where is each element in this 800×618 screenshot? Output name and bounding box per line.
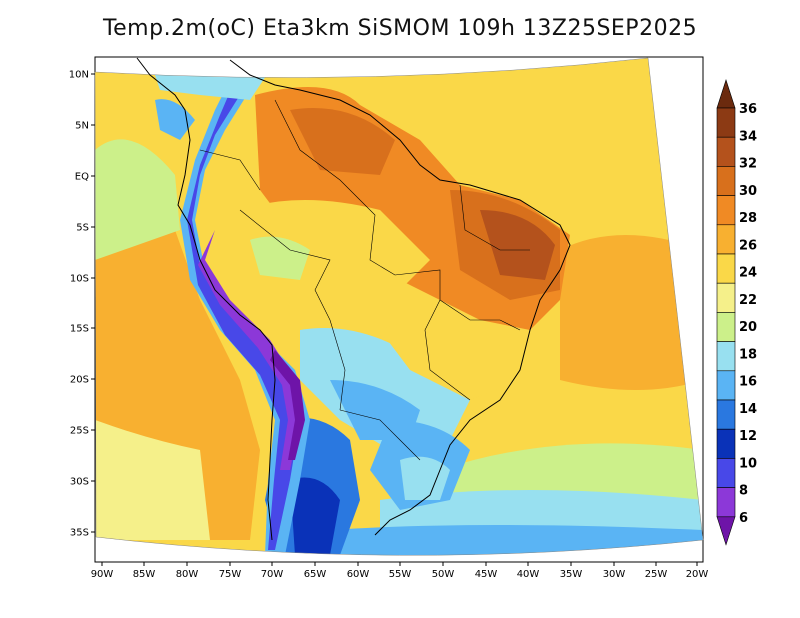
- x-tick-label: 65W: [304, 569, 327, 580]
- colorbar-segment: [716, 341, 736, 372]
- x-axis: 90W 85W 80W 75W 70W 65W 60W 55W 50W 45W …: [91, 562, 709, 580]
- y-tick-label: 10N: [69, 70, 89, 81]
- colorbar: 36 34 32 30 28 26 24 22 20 18 16 14 12 10 8 6: [716, 79, 757, 546]
- y-tick-label: EQ: [75, 172, 89, 183]
- x-tick-label: 30W: [603, 569, 626, 580]
- colorbar-label: 16: [739, 375, 757, 390]
- y-tick-label: 35S: [70, 528, 89, 539]
- page-title: Temp.2m(oC) Eta3km SiSMOM 109h 13Z25SEP2…: [102, 16, 698, 41]
- x-tick-label: 75W: [219, 569, 242, 580]
- colorbar-label: 12: [739, 429, 757, 444]
- colorbar-label: 26: [739, 238, 757, 253]
- temperature-field: [95, 58, 703, 556]
- x-tick-label: 45W: [475, 569, 498, 580]
- colorbar-segment: [716, 487, 736, 518]
- y-tick-label: 20S: [70, 375, 89, 386]
- colorbar-segment: [716, 253, 736, 284]
- x-tick-label: 50W: [432, 569, 455, 580]
- colorbar-segment: [716, 224, 736, 255]
- colorbar-label: 32: [739, 157, 757, 172]
- x-tick-label: 80W: [176, 569, 199, 580]
- colorbar-segment: [716, 107, 736, 138]
- colorbar-label: 30: [739, 184, 757, 199]
- domain-outline: [94, 57, 704, 556]
- colorbar-segment: [716, 312, 736, 342]
- colorbar-segment: [716, 166, 736, 196]
- colorbar-bottom-arrow: [716, 516, 736, 546]
- colorbar-segment: [716, 399, 736, 430]
- x-tick-label: 25W: [645, 569, 668, 580]
- x-tick-label: 85W: [133, 569, 156, 580]
- colorbar-label: 14: [739, 402, 757, 417]
- colorbar-label: 6: [739, 511, 748, 526]
- y-tick-label: 25S: [70, 426, 89, 437]
- x-tick-label: 35W: [560, 569, 583, 580]
- x-tick-label: 40W: [517, 569, 540, 580]
- colorbar-label: 8: [739, 484, 748, 499]
- y-axis: 10N 5N EQ 5S 10S 15S 20S 25S 30S 35S: [69, 70, 95, 539]
- x-tick-label: 90W: [91, 569, 114, 580]
- y-tick-label: 30S: [70, 477, 89, 488]
- x-tick-label: 70W: [261, 569, 284, 580]
- colorbar-label: 24: [739, 266, 757, 281]
- colorbar-segment: [716, 458, 736, 488]
- y-tick-label: 5N: [75, 121, 89, 132]
- x-tick-label: 55W: [389, 569, 412, 580]
- colorbar-label: 36: [739, 102, 757, 117]
- colorbar-segment: [716, 428, 736, 459]
- colorbar-segment: [716, 136, 736, 167]
- y-tick-label: 10S: [70, 274, 89, 285]
- x-tick-label: 60W: [347, 569, 370, 580]
- colorbar-top-arrow: [716, 79, 736, 109]
- country-borders: [199, 99, 530, 461]
- colorbar-label: 34: [739, 129, 757, 144]
- colorbar-label: 18: [739, 347, 757, 362]
- colorbar-segment: [716, 282, 736, 313]
- y-tick-label: 15S: [70, 324, 89, 335]
- map-frame: [94, 56, 704, 563]
- coastlines: [136, 57, 571, 541]
- colorbar-label: 20: [739, 320, 757, 335]
- x-tick-label: 20W: [686, 569, 709, 580]
- colorbar-segment: [716, 195, 736, 226]
- colorbar-label: 22: [739, 293, 757, 308]
- colorbar-label: 28: [739, 211, 757, 226]
- colorbar-label: 10: [739, 456, 757, 471]
- colorbar-segment: [716, 370, 736, 401]
- y-tick-label: 5S: [76, 223, 89, 234]
